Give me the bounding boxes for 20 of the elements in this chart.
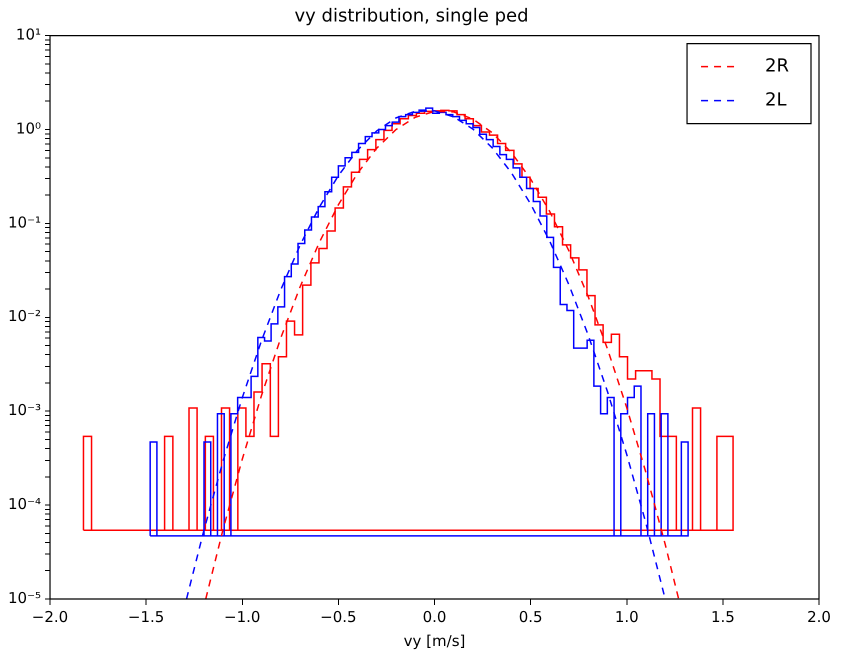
x-tick-label: 0.5 [518,608,543,626]
y-tick-label: 10⁻¹ [8,213,42,232]
y-tick-label: 10⁻³ [8,401,42,420]
y-tick-label: 10⁻⁵ [8,588,42,607]
y-tick-label: 10⁰ [16,119,42,138]
y-tick-label: 10¹ [16,25,42,44]
x-axis-title: vy [m/s] [404,632,466,650]
x-tick-label: 1.0 [614,608,639,626]
legend-label: 2R [765,55,790,76]
x-tick-label: −1.5 [128,608,164,626]
x-tick-label: 1.5 [710,608,735,626]
chart-title: vy distribution, single ped [294,5,528,26]
y-tick-label: 10⁻² [8,307,42,326]
x-tick-label: −0.5 [320,608,357,626]
legend-label: 2L [765,89,787,110]
x-tick-label: 2.0 [807,608,831,626]
y-tick-label: 10⁻⁴ [8,494,42,513]
x-tick-label: 0.0 [422,608,446,626]
x-tick-label: −2.0 [32,608,68,626]
x-tick-label: −1.0 [224,608,260,626]
